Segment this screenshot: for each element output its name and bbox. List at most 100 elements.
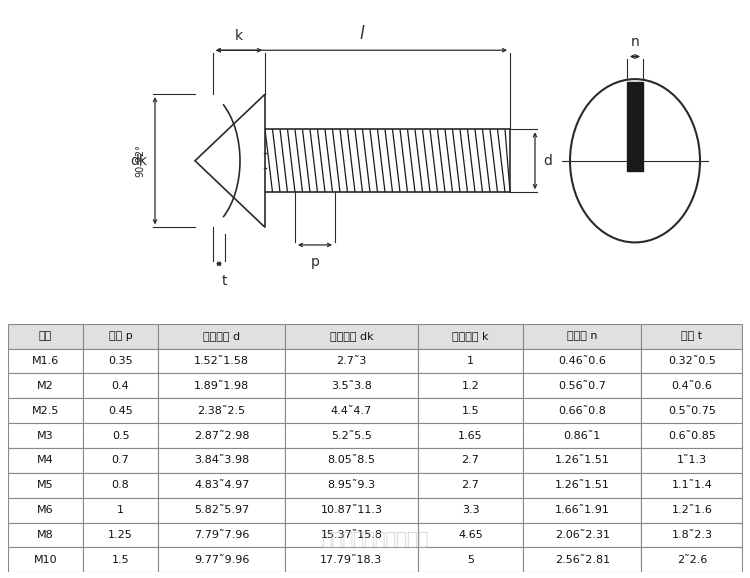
Text: 0.7: 0.7 (112, 455, 130, 465)
Bar (83, 324, 158, 349)
Bar (8, 473, 83, 498)
Text: 0.32˜0.5: 0.32˜0.5 (668, 356, 716, 366)
Text: 2.87˜2.98: 2.87˜2.98 (194, 431, 250, 440)
Bar (524, 473, 641, 498)
Text: 1.1˜1.4: 1.1˜1.4 (671, 480, 712, 490)
Text: 头部直径 dk: 头部直径 dk (330, 331, 374, 341)
Circle shape (570, 79, 700, 242)
Text: k: k (235, 29, 243, 43)
Text: 8.95˜9.3: 8.95˜9.3 (328, 480, 376, 490)
Text: 1: 1 (467, 356, 474, 366)
Text: p: p (310, 255, 320, 269)
Text: 9.77˜9.96: 9.77˜9.96 (194, 555, 249, 565)
Text: M4: M4 (37, 455, 53, 465)
Bar (524, 448, 641, 473)
Text: M5: M5 (37, 480, 53, 490)
Bar (83, 473, 158, 498)
Text: 0.45: 0.45 (108, 406, 133, 416)
Bar (83, 448, 158, 473)
Bar (285, 498, 418, 523)
Bar (418, 373, 524, 398)
Bar (641, 473, 742, 498)
Text: 2.56˜2.81: 2.56˜2.81 (555, 555, 610, 565)
Text: 5.2˜5.5: 5.2˜5.5 (331, 431, 372, 440)
Bar (524, 373, 641, 398)
Text: 3.3: 3.3 (462, 505, 479, 515)
Text: 1.65: 1.65 (458, 431, 483, 440)
Text: 0.5˜0.75: 0.5˜0.75 (668, 406, 716, 416)
Polygon shape (195, 94, 265, 227)
Text: 2.7: 2.7 (461, 480, 479, 490)
Text: 头部厚度 k: 头部厚度 k (452, 331, 489, 341)
Bar (83, 498, 158, 523)
Bar (8, 498, 83, 523)
Text: t: t (221, 274, 226, 288)
Bar (8, 373, 83, 398)
Bar (83, 349, 158, 373)
Bar (524, 349, 641, 373)
Text: l: l (359, 25, 364, 43)
Text: 1.89˜1.98: 1.89˜1.98 (194, 381, 249, 391)
Bar (8, 523, 83, 547)
Bar (418, 498, 524, 523)
Text: 2.7: 2.7 (461, 455, 479, 465)
Text: 5.82˜5.97: 5.82˜5.97 (194, 505, 249, 515)
Text: 1.5: 1.5 (462, 406, 479, 416)
Text: 3.5˜3.8: 3.5˜3.8 (331, 381, 372, 391)
Bar (641, 448, 742, 473)
Bar (524, 423, 641, 448)
Bar (158, 448, 285, 473)
Text: 槽直径 n: 槽直径 n (567, 331, 598, 341)
Text: 4.4˜4.7: 4.4˜4.7 (331, 406, 372, 416)
Bar (641, 349, 742, 373)
Text: 0.86˜1: 0.86˜1 (564, 431, 601, 440)
Bar (418, 448, 524, 473)
Bar (158, 473, 285, 498)
Bar (418, 473, 524, 498)
Bar (8, 448, 83, 473)
Bar (8, 324, 83, 349)
Text: 0.8: 0.8 (112, 480, 130, 490)
Text: 1.52˜1.58: 1.52˜1.58 (194, 356, 249, 366)
Text: 1.26˜1.51: 1.26˜1.51 (555, 480, 610, 490)
Bar (158, 423, 285, 448)
Text: M2.5: M2.5 (32, 406, 59, 416)
Text: 螺纹直径 d: 螺纹直径 d (203, 331, 240, 341)
Text: n: n (631, 35, 639, 49)
Bar (8, 398, 83, 423)
Bar (641, 423, 742, 448)
Bar (524, 498, 641, 523)
Bar (524, 547, 641, 572)
Text: 7.79˜7.96: 7.79˜7.96 (194, 530, 249, 540)
Bar (418, 398, 524, 423)
Text: 螺距 p: 螺距 p (109, 331, 133, 341)
Bar (524, 523, 641, 547)
Text: 1.66˜1.91: 1.66˜1.91 (555, 505, 610, 515)
Bar (285, 423, 418, 448)
Bar (265, 129, 510, 192)
Text: 1.8˜2.3: 1.8˜2.3 (671, 530, 712, 540)
Bar (285, 523, 418, 547)
Text: M1.6: M1.6 (32, 356, 58, 366)
Text: 1.26˜1.51: 1.26˜1.51 (555, 455, 610, 465)
Text: 2.38˜2.5: 2.38˜2.5 (197, 406, 246, 416)
Text: M6: M6 (37, 505, 53, 515)
Text: 4.83˜4.97: 4.83˜4.97 (194, 480, 249, 490)
Bar (285, 349, 418, 373)
Bar (641, 398, 742, 423)
Text: 2.7˜3: 2.7˜3 (336, 356, 367, 366)
Text: 8.05˜8.5: 8.05˜8.5 (328, 455, 376, 465)
Bar (524, 398, 641, 423)
Bar (83, 547, 158, 572)
Bar (285, 373, 418, 398)
Bar (158, 523, 285, 547)
Text: 规格: 规格 (38, 331, 52, 341)
Text: 0.5: 0.5 (112, 431, 130, 440)
Bar (418, 423, 524, 448)
Text: 0.4: 0.4 (112, 381, 130, 391)
Text: 0.6˜0.85: 0.6˜0.85 (668, 431, 716, 440)
Bar (158, 498, 285, 523)
Bar (158, 547, 285, 572)
Bar (158, 373, 285, 398)
Text: 15.37˜15.8: 15.37˜15.8 (320, 530, 382, 540)
